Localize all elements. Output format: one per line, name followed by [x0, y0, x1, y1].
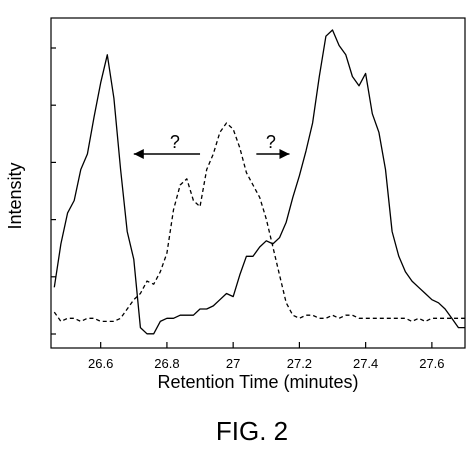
x-tick-label: 26.8: [154, 356, 179, 371]
x-axis-ticks: 26.6 26.8 27 27.2 27.4 27.6: [88, 342, 445, 371]
series-layer: [53, 29, 465, 335]
annotation-arrow-left: ?: [133, 132, 201, 159]
x-tick-label: 27.4: [353, 356, 378, 371]
x-axis-label: Retention Time (minutes): [157, 372, 358, 392]
x-tick-label: 27.2: [287, 356, 312, 371]
y-axis-ticks: [51, 47, 56, 335]
annotation-layer: ??: [133, 132, 290, 159]
plot-frame: [50, 17, 466, 349]
x-tick-label: 27: [226, 356, 240, 371]
series-dashed-line: [53, 122, 465, 323]
figure-caption: FIG. 2: [216, 416, 288, 446]
x-tick-label: 27.6: [419, 356, 444, 371]
annotation-question-mark: ?: [266, 132, 276, 152]
annotation-arrow-right: ?: [256, 132, 290, 159]
x-tick-label: 26.6: [88, 356, 113, 371]
y-axis-label: Intensity: [5, 162, 25, 229]
series-solid-line: [53, 29, 465, 335]
annotation-question-mark: ?: [170, 132, 180, 152]
